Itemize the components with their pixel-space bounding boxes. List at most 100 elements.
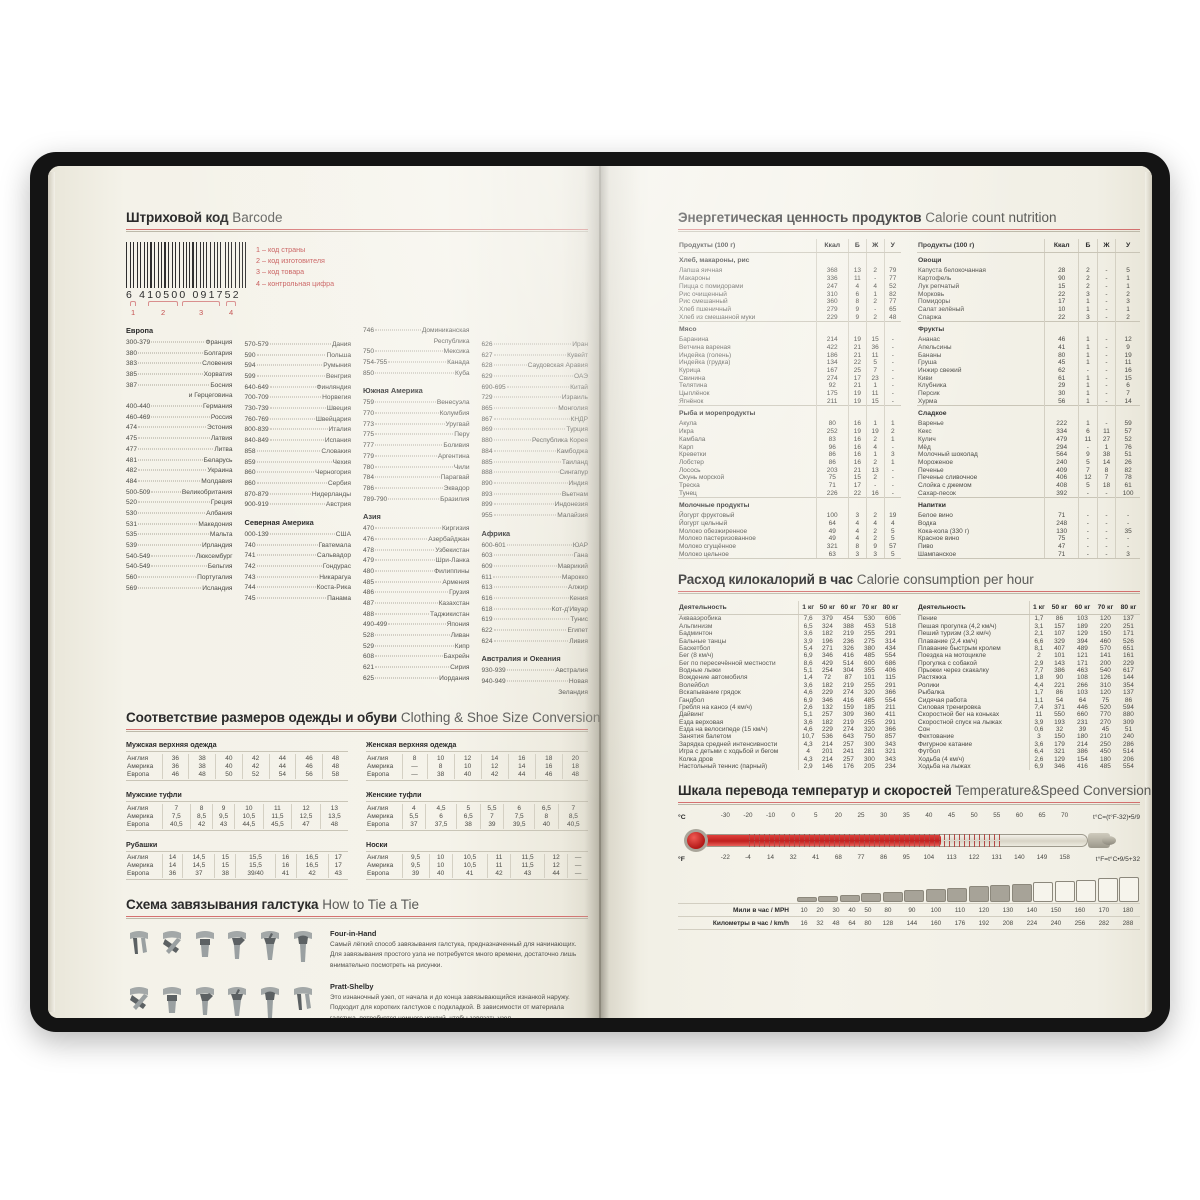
- size-cell: 17: [334, 862, 342, 870]
- leader-dots: [256, 597, 327, 599]
- nutrition-value: 1: [1078, 358, 1098, 367]
- nutrition-value: -: [1097, 397, 1117, 406]
- activity-name: Скоростной бег на коньках: [917, 711, 1030, 719]
- nutrition-value: 1: [890, 420, 895, 428]
- empty-cell: [1078, 252, 1098, 268]
- country-code: 775: [363, 431, 375, 439]
- consumption-value: 254: [821, 667, 833, 675]
- consumption-value: 291: [885, 718, 896, 726]
- nutrition-value: 17: [848, 481, 867, 490]
- table-row: Акула 80 16 1 1: [678, 420, 901, 428]
- size-block-caption: Мужская верхняя одежда: [126, 740, 348, 753]
- country-name: Доминиканская: [421, 327, 470, 335]
- product-name: Индейка (грудка): [678, 358, 817, 367]
- leader-dots: [138, 437, 210, 439]
- size-row-label: Америка: [366, 762, 403, 771]
- size-cell: 37: [402, 820, 427, 829]
- table-row: Гандбол 6,9 346 416 485 554: [678, 696, 901, 704]
- table-row: Пеший туризм (3,2 км/ч) 2,1 107 129 150 171: [917, 629, 1140, 638]
- column-header: 70 кг: [858, 601, 880, 616]
- leader-dots: [375, 655, 443, 657]
- nutrition-value: 19: [848, 427, 867, 436]
- product-name: Рис очищенный: [678, 290, 817, 298]
- country-name: ЮАР: [572, 541, 588, 549]
- size-cell: 43: [510, 869, 546, 879]
- country-name: Кувейт: [567, 351, 588, 359]
- column-header: 1 кг: [798, 601, 817, 616]
- country-code: 740: [244, 541, 256, 549]
- consumption-value: 2,6: [1034, 755, 1044, 763]
- leader-dots: [256, 461, 332, 462]
- country-code: 484: [126, 477, 138, 485]
- consumption-value: 880: [1123, 711, 1134, 719]
- size-cell: 10,5: [452, 853, 488, 862]
- nutrition-value: -: [1097, 290, 1117, 298]
- country-name: Беларусь: [203, 456, 233, 464]
- size-cell: 42: [242, 762, 270, 771]
- leader-dots: [375, 634, 450, 636]
- country-name: Кения: [569, 594, 588, 602]
- nutrition-value: 229: [816, 313, 849, 322]
- size-block-caption: Рубашки: [126, 840, 348, 852]
- nutrition-value: 360: [816, 297, 849, 306]
- nutrition-value: 1: [1126, 275, 1130, 283]
- product-name: Лапша яичная: [678, 267, 817, 275]
- nutrition-value: 63: [816, 550, 849, 559]
- country-name: Колумбия: [439, 410, 470, 418]
- nutrition-value: -: [1097, 511, 1117, 520]
- consumption-value: 857: [885, 733, 896, 741]
- size-cell: 42: [242, 754, 270, 763]
- activity-name: Бег по пересечённой местности: [678, 659, 800, 667]
- country-code: 599: [244, 373, 256, 381]
- consumption-value: 406: [885, 667, 896, 675]
- consumption-value: 219: [842, 718, 854, 726]
- country-code-column: 746Доминиканская—Республика750Мексика754…: [363, 326, 470, 698]
- size-cell: 40: [454, 770, 482, 779]
- tie-knot-description: Самый лёгкий способ завязывания галстука…: [330, 941, 577, 969]
- consumption-value: 460: [1100, 637, 1111, 645]
- product-name: Пицца с помидорами: [678, 282, 817, 291]
- consumption-value: 129: [1054, 755, 1065, 763]
- consumption-value: 150: [1100, 630, 1111, 638]
- consumption-value: 394: [1077, 637, 1088, 645]
- product-name: Икра: [678, 427, 817, 436]
- nutrition-value: 71: [1044, 550, 1080, 559]
- nutrition-value: 2: [866, 435, 885, 444]
- activity-name: Вскапывание грядок: [678, 688, 800, 697]
- barcode-legend: 1 – код страны 2 – код изготовителя 3 – ко…: [256, 242, 334, 317]
- consumption-value: 446: [1077, 703, 1088, 711]
- product-name: Картофель: [917, 274, 1046, 283]
- size-block: Женская верхняя одежда Англия 8 10 12 14 16 18 2…: [366, 740, 588, 781]
- consumption-value: 594: [1123, 703, 1134, 711]
- country-name: Гватемала: [318, 541, 351, 549]
- size-row-label: Англия: [126, 754, 163, 763]
- country-code: 485: [363, 578, 375, 586]
- size-cell: 7: [480, 812, 505, 821]
- consumption-value: 4,3: [803, 755, 813, 763]
- size-cell: 46: [535, 770, 563, 779]
- nutrition-value: 25: [848, 366, 867, 375]
- celsius-tick: 65: [1038, 812, 1046, 820]
- country-name: Люксембург: [195, 552, 233, 560]
- nutrition-value: 21: [848, 382, 867, 390]
- size-block: Рубашки Англия 14 14,5 15 15,5 16 16,5 17 Америка…: [126, 840, 348, 881]
- country-code-column: Европа 300-379 Франция 380 Болгария 383 Словен…: [126, 326, 233, 698]
- size-cell: 15: [214, 853, 237, 862]
- speed-block-cell: [861, 893, 883, 903]
- mph-value: 150: [1043, 903, 1068, 917]
- column-header: 80 кг: [1116, 601, 1140, 616]
- consumption-value: 179: [1054, 740, 1065, 748]
- activity-name: Игра с детьми с ходьбой и бегом: [678, 747, 800, 756]
- leader-dots: [138, 448, 214, 450]
- country-name: Гана: [573, 552, 588, 560]
- country-code-row: 520 Греция: [126, 498, 233, 509]
- country-code-row: 626 Иран: [482, 340, 589, 351]
- consumption-value: 6,9: [803, 652, 813, 660]
- nutrition-value: 1: [1078, 343, 1098, 352]
- country-code-row: 460-469 Россия: [126, 413, 233, 424]
- table-row: Пешая прогулка (4,2 км/ч) 3,1 157 189 220 251: [917, 622, 1140, 630]
- nutrition-value: 9: [1126, 343, 1130, 351]
- consumption-value: 554: [885, 696, 896, 704]
- consumption-value: 416: [842, 652, 854, 660]
- consumption-value: 115: [885, 674, 896, 682]
